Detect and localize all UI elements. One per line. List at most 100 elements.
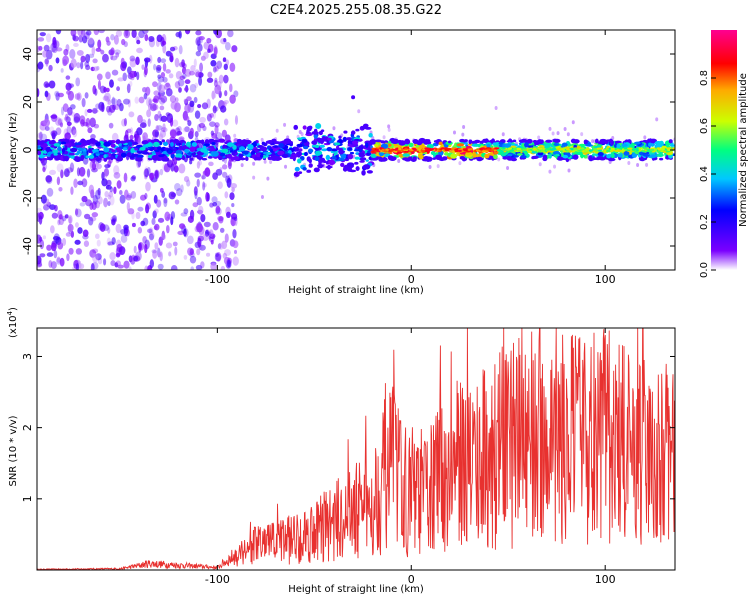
spec-band-cell (333, 142, 341, 146)
spec-band-cell (126, 152, 132, 157)
spec-scatter-cell (178, 61, 186, 68)
spec-band-cell (655, 144, 663, 148)
spec-scatter-cell (193, 58, 197, 68)
spec-scatter-cell (200, 261, 205, 269)
spec-scatter-cell (143, 57, 151, 63)
spec-scatter-cell (70, 186, 74, 195)
spec-scatter-cell (45, 49, 53, 60)
spec-scatter-cell (50, 261, 57, 270)
spec-scatter-cell (611, 135, 615, 140)
spec-scatter-cell (197, 43, 203, 52)
spec-scatter-cell (54, 90, 60, 97)
spec-scatter-cell (113, 171, 121, 179)
spec-scatter-cell (166, 224, 170, 234)
spec-scatter-cell (136, 127, 143, 136)
spec-band-cell (175, 157, 182, 161)
spec-core-cell (420, 149, 426, 153)
spec-scatter-cell (186, 235, 194, 245)
spec-scatter-cell (131, 30, 137, 39)
spec-band-cell (200, 139, 205, 145)
spec-band-cell (54, 155, 62, 161)
spec-scatter-cell (104, 92, 111, 102)
snr-scale-label: (x104) (6, 307, 19, 338)
spec-band-cell (520, 155, 527, 159)
spec-scatter-cell (198, 122, 206, 129)
spec-band-cell (294, 166, 300, 172)
spec-core-cell (650, 147, 656, 150)
spec-core-cell (534, 150, 538, 153)
spec-scatter-cell (195, 36, 201, 47)
spec-band-cell (45, 146, 51, 153)
spec-core-cell (444, 148, 449, 152)
spec-scatter-cell (215, 200, 222, 207)
spec-band-cell (189, 146, 196, 153)
spec-scatter-cell (56, 176, 61, 186)
spec-band-cell (37, 145, 41, 149)
spec-band-cell (474, 143, 482, 147)
spec-scatter-cell (77, 227, 83, 234)
spec-scatter-cell (67, 90, 75, 101)
spec-scatter-cell (189, 255, 197, 264)
spec-scatter-cell (202, 170, 208, 176)
spec-scatter-cell (154, 208, 159, 214)
spec-scatter-cell (74, 93, 81, 100)
spec-core-cell (610, 147, 615, 151)
spec-core-cell (580, 147, 585, 150)
spec-scatter-cell (139, 122, 147, 129)
spec-band-cell (542, 154, 548, 161)
spec-band-cell (358, 152, 365, 156)
spec-scatter-cell (111, 237, 116, 245)
spec-scatter-cell (227, 259, 231, 268)
spec-band-cell (516, 153, 523, 156)
spec-scatter-cell (164, 82, 171, 91)
spec-scatter-cell (180, 184, 184, 193)
spec-scatter-cell (233, 133, 237, 138)
spec-scatter-cell (69, 162, 75, 173)
spec-scatter-cell (51, 242, 57, 252)
spec-core-cell (479, 148, 483, 151)
spec-scatter-cell (71, 126, 77, 136)
spec-band-cell (533, 140, 541, 146)
spec-scatter-cell (137, 206, 144, 212)
spec-band-cell (173, 148, 177, 152)
snr-ytick-label: 3 (21, 353, 34, 360)
spec-scatter-cell (215, 205, 221, 214)
spec-outlier-cell (351, 95, 356, 100)
spec-band-cell (450, 153, 458, 159)
spec-band-cell (433, 152, 440, 155)
spec-scatter-cell (148, 98, 152, 106)
spec-core-cell (389, 149, 394, 152)
spec-scatter-cell (66, 253, 70, 262)
spec-scatter-cell (189, 248, 195, 256)
spec-core-cell (643, 147, 647, 150)
spec-scatter-cell (157, 217, 165, 223)
spec-scatter-cell (184, 103, 191, 114)
spec-band-cell (296, 143, 304, 148)
spec-band-cell (556, 156, 564, 161)
spec-band-cell (202, 145, 207, 150)
spec-scatter-cell (48, 64, 53, 72)
spec-scatter-cell (563, 127, 567, 132)
spec-band-cell (327, 164, 331, 170)
spec-band-cell (472, 152, 477, 158)
snr-xtick-label: 0 (408, 573, 415, 586)
spec-band-cell (350, 130, 356, 135)
spec-core-cell (660, 147, 666, 151)
spec-scatter-cell (144, 65, 148, 76)
spec-band-cell (130, 147, 136, 154)
spectrogram-ticks: -100 0 100 -40 -20 0 20 40 (21, 30, 675, 286)
spec-band-cell (415, 144, 420, 148)
spec-scatter-cell (126, 201, 130, 212)
spec-band-cell (438, 141, 443, 146)
spec-scatter-cell (107, 99, 112, 106)
colorbar-tick-label: 0.8 (699, 70, 710, 86)
spec-scatter-cell (168, 73, 174, 79)
spec-band-cell (502, 156, 508, 160)
chart-title: C2E4.2025.255.08.35.G22 (270, 3, 442, 18)
spec-scatter-cell (160, 71, 166, 79)
spec-band-cell (317, 138, 325, 144)
spec-band-cell (649, 154, 657, 159)
spec-band-cell (520, 138, 528, 143)
spec-ytick-label: -40 (21, 237, 34, 255)
spec-scatter-cell (194, 130, 199, 138)
